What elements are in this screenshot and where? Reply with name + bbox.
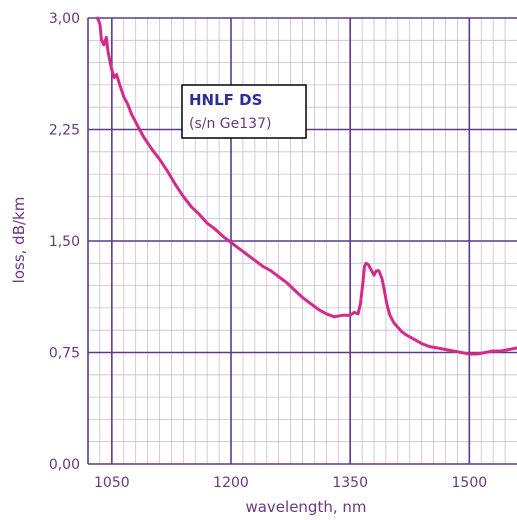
x-axis-label: wavelength, nm xyxy=(245,498,366,516)
y-axis-label: loss, dB/km xyxy=(10,197,28,284)
loss-series-line xyxy=(96,16,517,356)
annotation-box: HNLF DS (s/n Ge137) xyxy=(181,84,307,139)
annotation-subtitle: (s/n Ge137) xyxy=(189,116,271,132)
y-tick-label: 1,50 xyxy=(49,234,80,250)
x-tick-label: 1500 xyxy=(452,475,488,491)
x-tick-label: 1050 xyxy=(94,475,130,491)
annotation-title: HNLF DS xyxy=(189,91,262,109)
y-tick-label: 2,25 xyxy=(49,123,80,139)
y-tick-label: 0,75 xyxy=(49,346,80,362)
x-tick-label: 1200 xyxy=(213,475,249,491)
y-tick-label: 0,00 xyxy=(49,457,80,473)
y-tick-label: 3,00 xyxy=(49,11,80,27)
annotation-frame xyxy=(181,84,307,139)
x-tick-label: 1350 xyxy=(332,475,368,491)
series-layer xyxy=(96,16,517,356)
tick-labels: 1050 1200 1350 1500 0,00 0,75 1,50 2,25 3,00 xyxy=(49,11,487,491)
